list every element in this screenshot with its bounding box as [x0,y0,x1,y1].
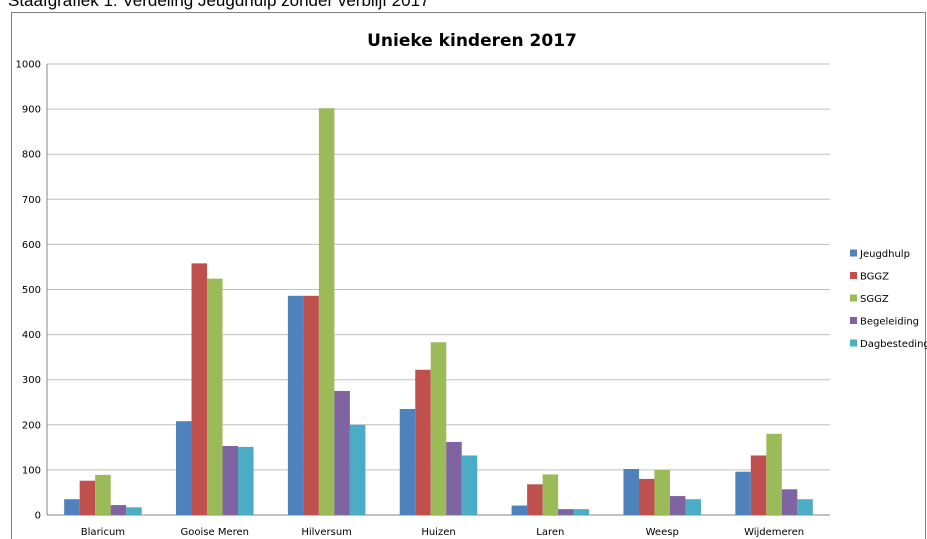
bar-bggz-wijdemeren [750,455,767,515]
bar-jeugdhulp-gooise-meren [176,421,192,515]
legend-swatch [850,317,857,324]
bar-jeugdhulp-huizen [399,409,416,515]
bar-bggz-blaricum [79,480,96,515]
bar-sggz-hilversum [318,108,335,515]
y-tick-label: 200 [22,420,41,431]
bar-dagbesteding-huizen [461,455,478,515]
bar-bggz-weesp [638,478,655,515]
bar-sggz-laren [542,474,559,515]
bar-sggz-huizen [430,342,447,515]
legend-label: Jeugdhulp [859,249,910,260]
bar-dagbesteding-blaricum [126,507,142,515]
bar-dagbesteding-laren [573,509,590,515]
legend-label: SGGZ [860,294,889,305]
x-tick-label: Gooise Meren [181,527,249,538]
x-tick-label: Wijdemeren [744,527,804,538]
y-tick-label: 300 [22,375,41,386]
bars [64,108,813,515]
figure-caption: Staafgrafiek 1: Verdeling Jeugdhulp zond… [8,0,430,10]
y-tick-label: 900 [22,105,41,116]
bar-bggz-gooise-meren [191,263,208,515]
bar-sggz-weesp [654,469,670,515]
y-tick-label: 500 [22,285,41,296]
bar-dagbesteding-hilversum [349,424,366,515]
legend-label: Dagbesteding [860,339,927,350]
legend-label: Begeleiding [860,317,919,328]
bar-jeugdhulp-laren [511,505,528,515]
bar-begeleiding-wijdemeren [781,489,798,515]
legend-swatch [850,249,857,257]
y-tick-label: 100 [22,465,41,476]
legend-swatch [850,294,857,302]
bar-begeleiding-weesp [669,496,686,515]
bar-begeleiding-laren [558,509,574,515]
bar-dagbesteding-wijdemeren [797,499,813,515]
bar-begeleiding-hilversum [334,390,350,515]
y-tick-label: 0 [35,511,41,522]
y-tick-label: 600 [22,240,41,251]
bar-bggz-huizen [415,369,431,515]
bar-sggz-wijdemeren [766,433,782,515]
x-axis: Blaricum Gooise Meren Hilversum Huizen Laren… [81,527,804,538]
bar-sggz-gooise-meren [207,278,223,515]
x-tick-label: Hilversum [301,527,352,538]
legend-swatch [850,272,857,279]
bar-jeugdhulp-blaricum [64,499,80,515]
y-tick-label: 800 [22,150,41,161]
y-tick-label: 1000 [16,60,41,71]
legend-label: BGGZ [860,272,889,283]
bar-begeleiding-blaricum [110,505,127,515]
bar-begeleiding-gooise-meren [222,445,239,515]
y-tick-label: 700 [22,195,41,206]
legend-swatch [850,339,857,347]
bar-jeugdhulp-wijdemeren [735,471,751,515]
bar-dagbesteding-weesp [685,499,701,515]
legend: Jeugdhulp BGGZ SGGZ Begeleiding Dagbesteding [850,249,927,350]
y-axis: 0 100 200 300 400 500 600 700 800 900 1000 [16,60,48,522]
bar-jeugdhulp-weesp [623,468,639,515]
bar-jeugdhulp-hilversum [287,295,304,515]
x-tick-label: Weesp [646,527,679,538]
chart-frame [11,12,926,539]
bar-bggz-laren [527,484,543,515]
bar-sggz-blaricum [95,474,111,515]
y-tick-label: 400 [22,330,41,341]
x-tick-label: Huizen [421,527,455,538]
x-tick-label: Blaricum [81,527,125,538]
x-tick-label: Laren [536,527,564,538]
bar-begeleiding-huizen [446,441,462,515]
bar-bggz-hilversum [303,295,319,515]
chart-title: Unieke kinderen 2017 [367,31,577,51]
bar-dagbesteding-gooise-meren [238,446,254,515]
